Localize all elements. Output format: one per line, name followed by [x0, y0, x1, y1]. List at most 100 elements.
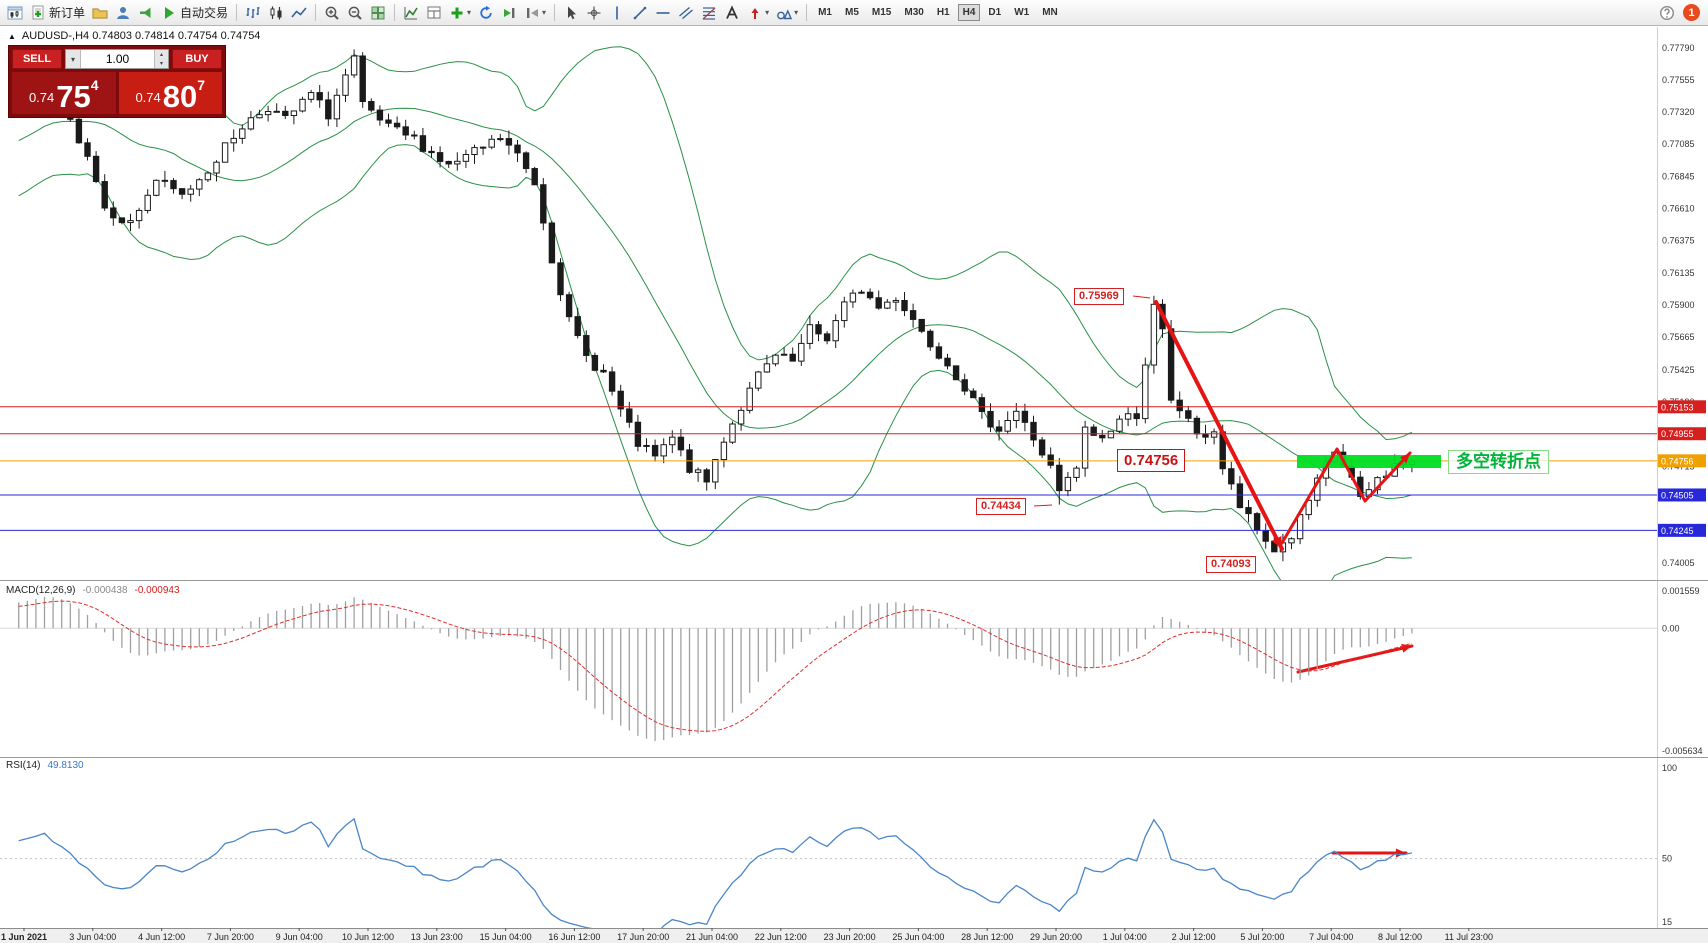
volume-input[interactable]	[81, 50, 154, 68]
channel-tool-icon[interactable]	[675, 3, 697, 23]
bar-chart-icon[interactable]	[242, 3, 264, 23]
spinner-up-icon[interactable]: ▴	[159, 52, 163, 58]
vertical-line-tool-icon[interactable]	[606, 3, 628, 23]
dropdown-caret-icon: ▾	[765, 8, 770, 17]
time-tick-label: 7 Jun 20:00	[207, 932, 254, 942]
time-tick-label: 8 Jul 12:00	[1378, 932, 1422, 942]
timeframe-button-M30[interactable]: M30	[904, 7, 924, 18]
callout-leader	[1132, 295, 1151, 299]
time-tick-label: 16 Jun 12:00	[548, 932, 600, 942]
time-axis[interactable]	[0, 928, 1708, 943]
line-chart-icon[interactable]	[288, 3, 310, 23]
svg-text:-0.005634: -0.005634	[1662, 746, 1703, 756]
shapes-tool-icon[interactable]: ▾	[773, 3, 801, 23]
volume-spinner[interactable]: ▴ ▾	[154, 50, 168, 68]
chart-ohlc-header: ▲ AUDUSD-,H4 0.74803 0.74814 0.74754 0.7…	[8, 30, 260, 42]
add-indicator-icon[interactable]: ▾	[446, 3, 474, 23]
turning-point-zone[interactable]	[1297, 455, 1441, 468]
auto-scroll-icon[interactable]	[498, 3, 520, 23]
one-click-toggle-icon[interactable]: ▲	[8, 31, 16, 41]
timeframe-button-H4[interactable]: H4	[957, 4, 981, 21]
timeframe-button-H1[interactable]: H1	[936, 7, 950, 18]
macd-main-value: -0.000438	[82, 585, 128, 596]
chart-shift-icon[interactable]: ▾	[521, 3, 549, 23]
toolbar: 新订单 自动交易 ▾ ▾ ▾ ▾ M1 M5 M15 M30 H1 H4 D1 W1 MN 1	[0, 0, 1708, 26]
tile-windows-icon[interactable]	[367, 3, 389, 23]
indicators-icon[interactable]	[400, 3, 422, 23]
timeframe-button-W1[interactable]: W1	[1014, 7, 1030, 18]
dropdown-caret-icon: ▾	[467, 8, 472, 17]
price-callout[interactable]: 0.75969	[1074, 288, 1124, 305]
price-tick-label: 0.75665	[1662, 332, 1695, 342]
zigzag-arrow[interactable]	[1280, 447, 1412, 545]
toolbar-separator	[394, 4, 396, 21]
algo-trading-button[interactable]: 自动交易	[158, 2, 231, 23]
svg-text:50: 50	[1662, 854, 1672, 864]
timeframe-button-M15[interactable]: M15	[871, 7, 892, 18]
period-cycle-icon[interactable]	[475, 3, 497, 23]
buy-price-pips: 80	[162, 78, 198, 114]
zoom-in-icon[interactable]	[321, 3, 343, 23]
buy-button[interactable]: BUY	[172, 49, 222, 69]
volume-dropdown-icon[interactable]: ▾	[66, 50, 81, 68]
community-icon[interactable]	[112, 3, 134, 23]
svg-text:0.00: 0.00	[1662, 623, 1680, 633]
sell-button[interactable]: SELL	[12, 49, 62, 69]
price-badge	[1658, 488, 1706, 502]
help-icon[interactable]	[1656, 3, 1678, 23]
buy-price-button[interactable]: 0.74 80 7	[118, 72, 222, 114]
downtrend-arrow[interactable]	[1154, 300, 1284, 551]
chart-window-icon[interactable]	[4, 3, 26, 23]
svg-text:0.74756: 0.74756	[1661, 456, 1694, 466]
timeframe-button-MN[interactable]: MN	[1042, 7, 1058, 18]
time-tick-label: 23 Jun 20:00	[824, 932, 876, 942]
horizontal-line-tool-icon[interactable]	[652, 3, 674, 23]
crosshair-tool-icon[interactable]	[583, 3, 605, 23]
time-tick-label: 22 Jun 12:00	[755, 932, 807, 942]
cursor-tool-icon[interactable]	[560, 3, 582, 23]
new-order-button[interactable]: 新订单	[27, 2, 88, 23]
price-axis[interactable]	[1657, 27, 1708, 928]
time-tick-label: 25 Jun 04:00	[892, 932, 944, 942]
time-tick-label: 11 Jul 23:00	[1445, 932, 1493, 942]
notification-badge[interactable]: 1	[1683, 4, 1700, 21]
fibonacci-tool-icon[interactable]	[698, 3, 720, 23]
rsi-arrow[interactable]	[1331, 848, 1408, 858]
time-tick-label: 4 Jun 12:00	[138, 932, 185, 942]
trendline-tool-icon[interactable]	[629, 3, 651, 23]
market-news-icon[interactable]	[135, 3, 157, 23]
spinner-down-icon[interactable]: ▾	[159, 61, 163, 67]
svg-text:0.74955: 0.74955	[1661, 429, 1694, 439]
price-callout[interactable]: 0.74434	[976, 498, 1026, 515]
turning-point-label[interactable]: 多空转折点	[1448, 450, 1549, 475]
time-tick-label: 15 Jun 04:00	[480, 932, 532, 942]
text-tool-icon[interactable]	[721, 3, 743, 23]
time-tick-label: 9 Jun 04:00	[276, 932, 323, 942]
time-tick-label: 1 Jul 04:00	[1103, 932, 1147, 942]
arrows-tool-icon[interactable]: ▾	[744, 3, 772, 23]
timeframe-button-M5[interactable]: M5	[845, 7, 859, 18]
macd-name: MACD(12,26,9)	[6, 585, 76, 596]
sell-price-button[interactable]: 0.74 75 4	[12, 72, 116, 114]
chart-background	[0, 26, 1708, 943]
price-callout[interactable]: 0.74093	[1206, 556, 1256, 573]
candlestick-chart-icon[interactable]	[265, 3, 287, 23]
zoom-out-icon[interactable]	[344, 3, 366, 23]
price-tick-label: 0.77320	[1662, 107, 1695, 117]
time-tick-label: 28 Jun 12:00	[961, 932, 1013, 942]
timeframe-button-M1[interactable]: M1	[818, 7, 832, 18]
macd-signal-line	[18, 600, 1413, 732]
timeframe-button-D1[interactable]: D1	[988, 7, 1002, 18]
price-callout[interactable]: 0.74756	[1117, 449, 1186, 472]
price-badge	[1658, 427, 1706, 441]
price-tick-label: 0.77790	[1662, 43, 1695, 53]
sell-price-main: 0.74	[28, 90, 55, 105]
sell-price-frac: 4	[90, 77, 99, 93]
data-window-icon[interactable]	[423, 3, 445, 23]
profiles-icon[interactable]	[89, 3, 111, 23]
macd-panel	[0, 596, 1657, 741]
time-tick-label: 29 Jun 20:00	[1030, 932, 1082, 942]
one-click-trading-panel: SELL ▾ ▴▾ BUY 0.74 75 4 0.74 80 7	[8, 45, 226, 118]
